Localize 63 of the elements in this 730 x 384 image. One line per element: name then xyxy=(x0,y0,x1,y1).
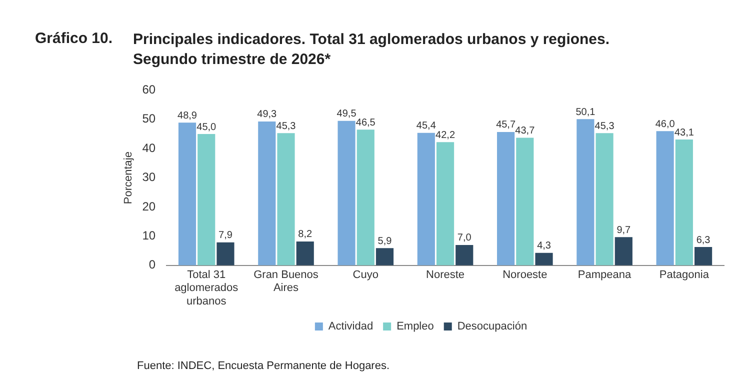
bar xyxy=(356,130,374,266)
bar xyxy=(614,237,632,266)
x-tick-label: Gran Buenos Aires xyxy=(254,269,319,294)
data-label: 45,0 xyxy=(196,122,217,133)
bar xyxy=(277,133,295,266)
data-label: 49,3 xyxy=(257,109,278,120)
data-label: 45,3 xyxy=(594,120,615,132)
bar xyxy=(258,121,276,266)
x-tick-label: Noreste xyxy=(426,269,465,282)
y-tick-label: 50 xyxy=(142,112,156,126)
y-tick-label: 60 xyxy=(142,82,156,97)
x-tick-label: Noroeste xyxy=(502,269,548,282)
data-label: 42,2 xyxy=(436,130,456,141)
legend-label: Empleo xyxy=(396,320,434,333)
x-tick-label: Total 31 aglomerados urbanos xyxy=(174,269,239,308)
data-label: 49,5 xyxy=(336,108,357,120)
chart-title: Principales indicadores. Total 31 aglomerados urbanos y regiones. Segundo trimestre de 2026* xyxy=(133,30,611,70)
x-tick-label: Patagonia xyxy=(659,269,710,282)
bar xyxy=(497,132,515,266)
data-label: 45,3 xyxy=(276,120,296,132)
x-tick-label: Cuyo xyxy=(352,269,378,282)
bar xyxy=(656,131,674,266)
data-label: 4,3 xyxy=(537,240,552,252)
data-label: 7,9 xyxy=(218,230,233,242)
data-label: 43,1 xyxy=(674,127,694,138)
data-label: 45,4 xyxy=(416,120,436,132)
text: Gráfico 10. xyxy=(35,30,114,49)
source-note: Fuente: INDEC, Encuesta Permanente de Hogares. xyxy=(137,360,390,372)
data-label: 46,0 xyxy=(655,118,676,130)
bar xyxy=(576,119,594,266)
bar xyxy=(216,242,234,266)
data-label: 48,9 xyxy=(178,110,198,122)
y-axis-title: Porcentaje xyxy=(122,152,135,204)
legend-label: Desocupación xyxy=(457,320,528,333)
bar xyxy=(516,138,534,266)
bar xyxy=(675,140,693,266)
data-label: 45,7 xyxy=(496,120,516,131)
data-label: 9,7 xyxy=(616,224,632,236)
data-label: 50,1 xyxy=(576,106,596,118)
bar xyxy=(417,132,435,266)
x-tick-label: Pampeana xyxy=(578,269,632,282)
bar xyxy=(376,248,394,266)
y-tick-label: 40 xyxy=(142,140,156,155)
bar xyxy=(436,142,454,266)
legend-label: Actividad xyxy=(328,320,374,333)
bar xyxy=(296,241,314,266)
bar xyxy=(694,247,712,266)
bar xyxy=(535,252,553,266)
data-label: 43,7 xyxy=(515,126,536,137)
data-label: 8,2 xyxy=(298,229,312,240)
bar xyxy=(198,134,216,266)
bar xyxy=(338,120,356,266)
data-label: 46,5 xyxy=(356,117,376,128)
y-tick-label: 0 xyxy=(148,258,156,272)
y-tick-label: 30 xyxy=(142,170,156,184)
bar xyxy=(178,122,196,266)
data-label: 5,9 xyxy=(378,236,392,247)
y-tick-label: 20 xyxy=(142,199,156,214)
y-tick-label: 10 xyxy=(142,228,156,243)
data-label: 7,0 xyxy=(457,232,472,244)
bar xyxy=(456,244,474,266)
data-label: 6,3 xyxy=(696,234,711,246)
bar xyxy=(596,133,614,266)
